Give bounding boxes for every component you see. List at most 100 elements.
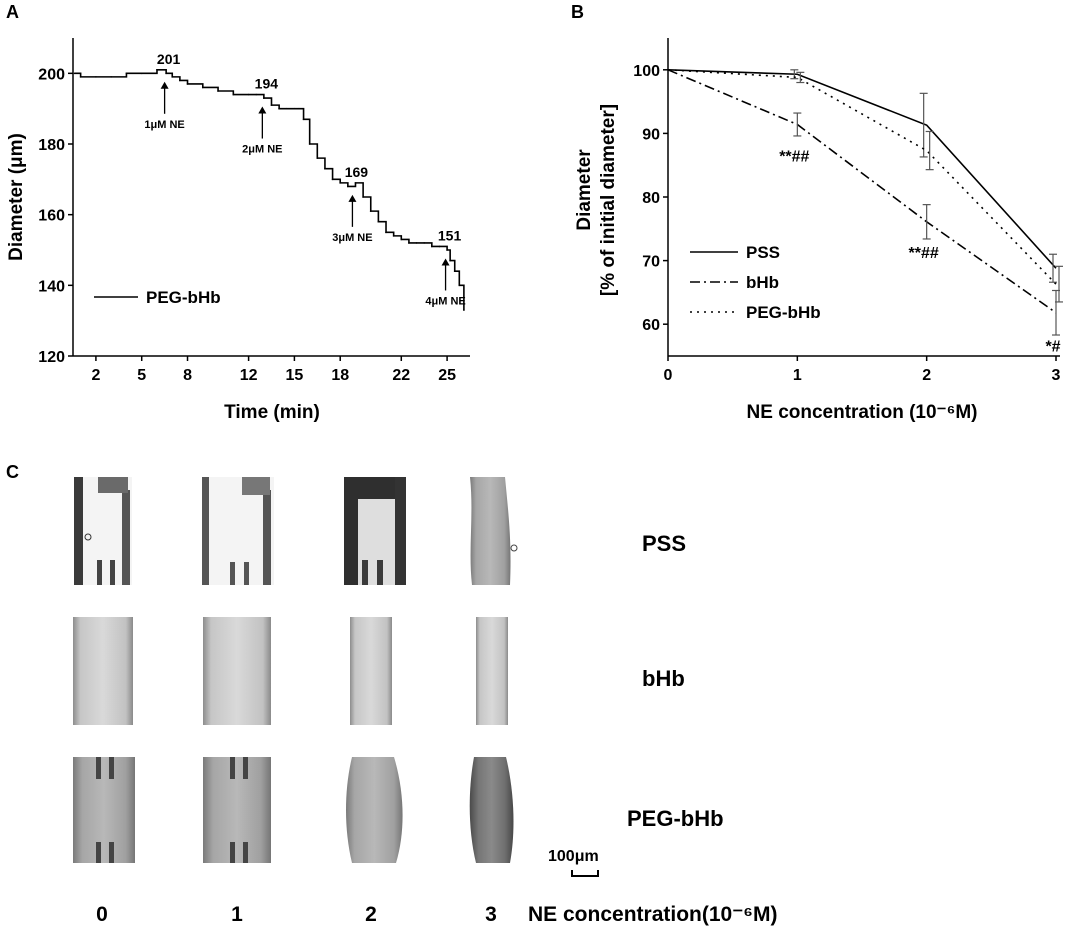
panel-a-point-25 <box>324 167 326 170</box>
panel-a-legend: PEG-bHb <box>94 288 221 307</box>
panel-a-point-3 <box>110 76 112 78</box>
panel-c-concentration-title: NE concentration(10⁻⁶M) <box>528 903 777 926</box>
panel-b-x-tick-label-0: 0 <box>664 367 673 384</box>
panel-b-axes <box>667 38 1060 357</box>
panel-b-x-tick-label-1: 1 <box>793 367 802 384</box>
row-label-pss: PSS <box>642 531 686 556</box>
micrograph-bhb-1 <box>203 617 271 725</box>
panel-c-letter: C <box>6 462 19 482</box>
panel-a-value-label-3: 151 <box>438 227 462 243</box>
panel-b-x-axis-title: NE concentration (10⁻⁶M) <box>747 402 978 423</box>
micrograph-peg-bhb-0 <box>73 757 135 863</box>
panel-b-legend-label-1: bHb <box>746 273 779 292</box>
row-label-bhb: bHb <box>642 666 685 691</box>
panel-a-arrowhead-2 <box>348 194 357 202</box>
panel-b-errorbar-2-3 <box>1055 265 1063 303</box>
panel-a-point-23 <box>308 143 311 145</box>
panel-a-value-label-1: 194 <box>255 76 279 92</box>
panel-b-x-tick-label-2: 2 <box>922 367 931 384</box>
panel-b-errorbar-1-2 <box>922 204 931 240</box>
panel-b-significance-label-2: *# <box>1045 338 1060 355</box>
micrograph-peg-bhb-1 <box>203 757 271 863</box>
micrograph-pss-2 <box>344 477 406 585</box>
image-row-peg-bhb <box>73 757 514 863</box>
panel-a-x-tick-label-5: 18 <box>331 367 349 384</box>
panel-a-y-tick-label-2: 160 <box>38 208 65 225</box>
panel-a-point-44 <box>458 284 461 287</box>
micrograph-peg-bhb-3 <box>469 757 514 863</box>
image-row-pss <box>74 477 518 585</box>
panel-b-y-ticks: 60 70 80 90 100 <box>633 63 668 334</box>
panel-a-point-27 <box>339 182 342 184</box>
micrograph-pss-0 <box>74 477 132 585</box>
panel-a-point-9 <box>179 79 181 82</box>
panel-a-value-label-0: 201 <box>157 51 181 67</box>
panel-b-x-tick-label-3: 3 <box>1052 367 1061 384</box>
panel-a-y-ticks: 120 140 160 180 200 <box>38 66 73 366</box>
panel-a-annotations: 1μM NE 201 2μM NE 194 3μM NE 169 4μM NE 151 <box>144 51 465 308</box>
panel-a-point-37 <box>415 242 418 244</box>
micrograph-bhb-3 <box>476 617 508 725</box>
panel-a-point-30 <box>362 196 364 198</box>
panel-a-axes <box>72 38 470 357</box>
panel-a-arrow-label-2: 3μM NE <box>332 232 372 244</box>
panel-b-significance-label-1: **## <box>909 245 939 262</box>
panel-a-x-tick-label-1: 5 <box>137 367 146 384</box>
panel-a-point-38 <box>423 242 425 244</box>
panel-b-y-tick-label-3: 90 <box>642 126 660 143</box>
panel-a-x-ticks: 2 5 8 12 15 18 22 25 <box>91 356 456 384</box>
panel-a-point-2 <box>95 76 97 78</box>
panel-a-series-line-0 <box>74 69 465 311</box>
panel-b-series-line-2 <box>667 69 1057 285</box>
panel-b-series-line-1 <box>667 69 1057 314</box>
image-row-bhb <box>73 617 508 725</box>
panel-b-letter: B <box>571 2 584 22</box>
panel-b-series <box>667 69 1063 336</box>
panel-a-point-28 <box>347 185 349 188</box>
panel-a-point-42 <box>449 259 451 262</box>
panel-a-point-10 <box>186 83 189 85</box>
panel-a-point-34 <box>392 235 395 237</box>
panel-a-point-29 <box>354 182 357 184</box>
scale-bar-label: 100μm <box>548 848 599 865</box>
column-label-1: 1 <box>231 903 243 926</box>
panel-a-x-tick-label-3: 12 <box>240 367 258 384</box>
panel-b-errorbar-0-3 <box>1049 253 1057 283</box>
panel-a-point-18 <box>278 107 280 110</box>
panel-a-point-32 <box>377 220 380 223</box>
row-label-peg-bhb: PEG-bHb <box>627 806 724 831</box>
panel-b-errorbar-2-2 <box>925 130 934 171</box>
panel-a-y-tick-label-4: 200 <box>38 66 65 83</box>
panel-a-point-5 <box>140 72 143 75</box>
panel-b-y-axis-title-line-2: [% of initial diameter] <box>598 104 619 296</box>
panel-b-errorbar-2-1 <box>796 71 805 84</box>
panel-b-y-tick-label-1: 70 <box>642 254 660 271</box>
panel-a-point-35 <box>400 238 403 241</box>
panel-a-y-tick-label-1: 140 <box>38 278 65 295</box>
panel-b-y-tick-label-4: 100 <box>633 63 660 80</box>
panel-b-significance: **## **## *# <box>779 148 1060 355</box>
scale-bar: 100μm <box>548 848 599 877</box>
panel-a-point-31 <box>369 210 372 212</box>
panel-a-point-22 <box>302 118 305 121</box>
panel-a-point-19 <box>285 107 288 110</box>
panel-a-legend-label: PEG-bHb <box>146 288 221 307</box>
panel-b-series-line-0 <box>667 69 1057 269</box>
panel-a-point-36 <box>408 242 410 244</box>
panel-c-image-grid: C <box>6 462 777 926</box>
panel-a-x-axis-title: Time (min) <box>224 402 320 423</box>
panel-a-point-16 <box>263 97 265 99</box>
panel-b-y-tick-label-2: 80 <box>642 190 660 207</box>
panel-a-point-7 <box>165 72 167 75</box>
panel-a-x-tick-label-4: 15 <box>286 367 304 384</box>
panel-b-legend-label-2: PEG-bHb <box>746 303 821 322</box>
panel-a-point-21 <box>298 107 300 110</box>
micrograph-bhb-0 <box>73 617 133 725</box>
panel-a-arrow-label-1: 2μM NE <box>242 144 282 156</box>
panel-b-errorbar-1-1 <box>793 112 802 137</box>
panel-a-letter: A <box>6 2 19 22</box>
micrograph-pss-3 <box>470 477 518 585</box>
panel-a-x-tick-label-2: 8 <box>183 367 192 384</box>
